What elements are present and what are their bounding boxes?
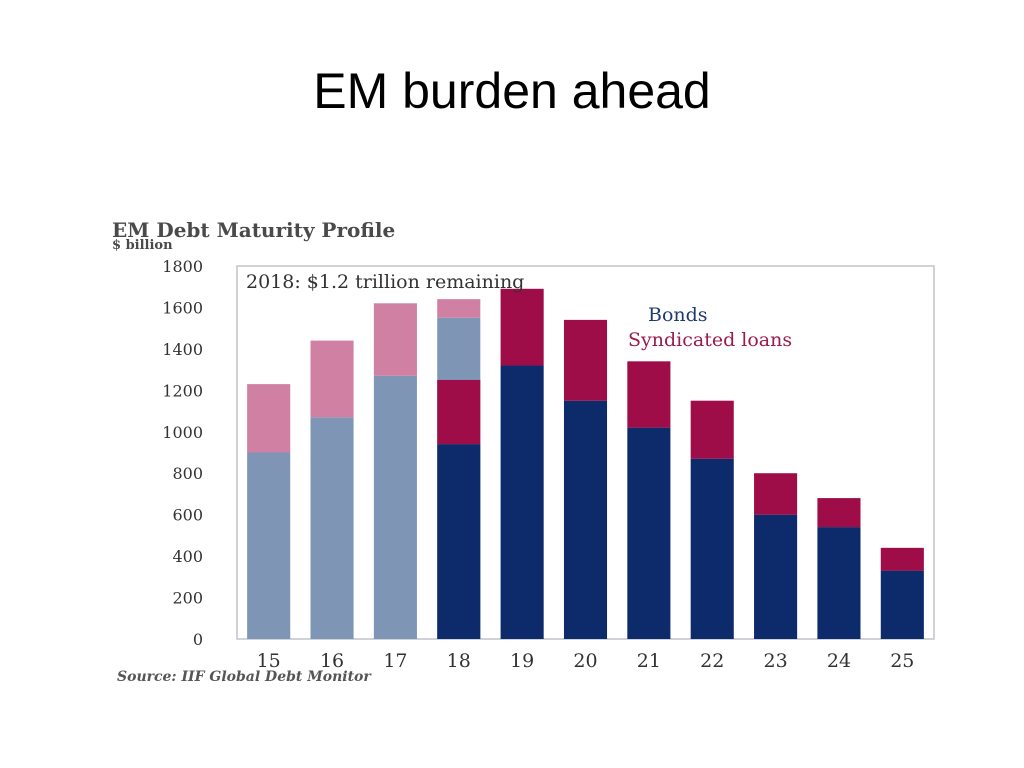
y-tick-label: 1200 (162, 381, 203, 400)
bar-syndicated-loans (880, 547, 924, 571)
bar-bonds (880, 570, 924, 639)
x-tick-label: 25 (890, 650, 914, 672)
bar-bonds (500, 365, 544, 639)
bar-bonds (310, 417, 354, 639)
chart-source: Source: IIF Global Debt Monitor (117, 669, 371, 685)
x-tick-label: 23 (763, 650, 787, 672)
chart-annotation: 2018: $1.2 trillion remaining (246, 271, 524, 293)
x-tick-label: 22 (700, 650, 724, 672)
bar-bonds (817, 527, 861, 639)
chart-unit-label: $ billion (112, 238, 173, 253)
y-tick-label: 1800 (162, 257, 203, 276)
bars-group (247, 288, 924, 639)
y-tick-label: 1600 (162, 298, 203, 317)
bar-syndicated-loans (373, 303, 417, 376)
bar-bonds (754, 514, 798, 639)
chart-title: EM Debt Maturity Profile (112, 218, 396, 242)
bar-syndicated-loans (247, 384, 291, 453)
bar-loans-matured (437, 299, 481, 318)
slide-title: EM burden ahead (313, 63, 711, 119)
bar-bonds (690, 458, 734, 639)
y-tick-label: 600 (172, 506, 203, 525)
bar-syndicated-loans (754, 473, 798, 515)
bar-syndicated-loans (310, 340, 354, 418)
x-tick-label: 18 (447, 650, 471, 672)
bar-bonds (563, 400, 608, 639)
bar-bonds (373, 375, 417, 639)
legend-syndicated-loans: Syndicated loans (628, 329, 792, 351)
bar-syndicated-loans (690, 400, 734, 459)
legend-bonds: Bonds (648, 304, 708, 326)
y-tick-label: 1400 (162, 340, 203, 359)
y-tick-label: 0 (193, 630, 203, 649)
y-axis-ticks: 1800 1600 1400 1200 1000 800 600 400 200 0 (162, 257, 203, 649)
bar-syndicated-loans (437, 379, 481, 445)
x-tick-label: 17 (383, 650, 407, 672)
bar-syndicated-loans (563, 319, 608, 401)
bar-syndicated-loans (500, 288, 544, 366)
x-tick-label: 15 (257, 650, 281, 672)
x-tick-label: 19 (510, 650, 534, 672)
x-tick-label: 16 (320, 650, 344, 672)
y-tick-label: 800 (172, 464, 203, 483)
bar-bonds (627, 427, 671, 639)
y-tick-label: 1000 (162, 423, 203, 442)
bar-bonds (247, 452, 291, 639)
bar-syndicated-loans (817, 498, 861, 528)
x-tick-label: 24 (827, 650, 851, 672)
x-axis-ticks: 15 16 17 18 19 20 21 22 23 24 25 (257, 650, 915, 672)
bar-syndicated-loans (627, 361, 671, 428)
bar-bonds (437, 444, 481, 639)
y-tick-label: 200 (172, 589, 203, 608)
y-tick-label: 400 (172, 547, 203, 566)
x-tick-label: 21 (637, 650, 661, 672)
x-tick-label: 20 (573, 650, 597, 672)
